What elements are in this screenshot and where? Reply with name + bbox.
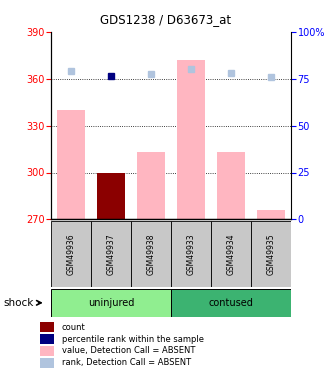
- Bar: [177, 60, 205, 219]
- Text: contused: contused: [209, 298, 254, 308]
- Text: count: count: [62, 322, 86, 332]
- Bar: [51, 289, 171, 317]
- Text: GSM49936: GSM49936: [67, 233, 76, 275]
- Bar: [137, 152, 165, 219]
- Bar: [171, 221, 211, 287]
- Text: GSM49935: GSM49935: [267, 233, 276, 275]
- Bar: [91, 221, 131, 287]
- Text: percentile rank within the sample: percentile rank within the sample: [62, 334, 204, 344]
- Bar: [211, 221, 251, 287]
- Text: GDS1238 / D63673_at: GDS1238 / D63673_at: [100, 13, 231, 26]
- Bar: [171, 289, 291, 317]
- Bar: [51, 221, 91, 287]
- Text: GSM49938: GSM49938: [147, 233, 156, 275]
- Text: GSM49934: GSM49934: [227, 233, 236, 275]
- Text: uninjured: uninjured: [88, 298, 134, 308]
- Text: shock: shock: [3, 298, 34, 308]
- Text: value, Detection Call = ABSENT: value, Detection Call = ABSENT: [62, 346, 195, 355]
- Bar: [97, 172, 125, 219]
- Text: GSM49933: GSM49933: [187, 233, 196, 275]
- Bar: [131, 221, 171, 287]
- Text: GSM49937: GSM49937: [107, 233, 116, 275]
- Text: rank, Detection Call = ABSENT: rank, Detection Call = ABSENT: [62, 358, 191, 368]
- Bar: [257, 210, 285, 219]
- Bar: [251, 221, 291, 287]
- Bar: [57, 110, 85, 219]
- Bar: [217, 152, 245, 219]
